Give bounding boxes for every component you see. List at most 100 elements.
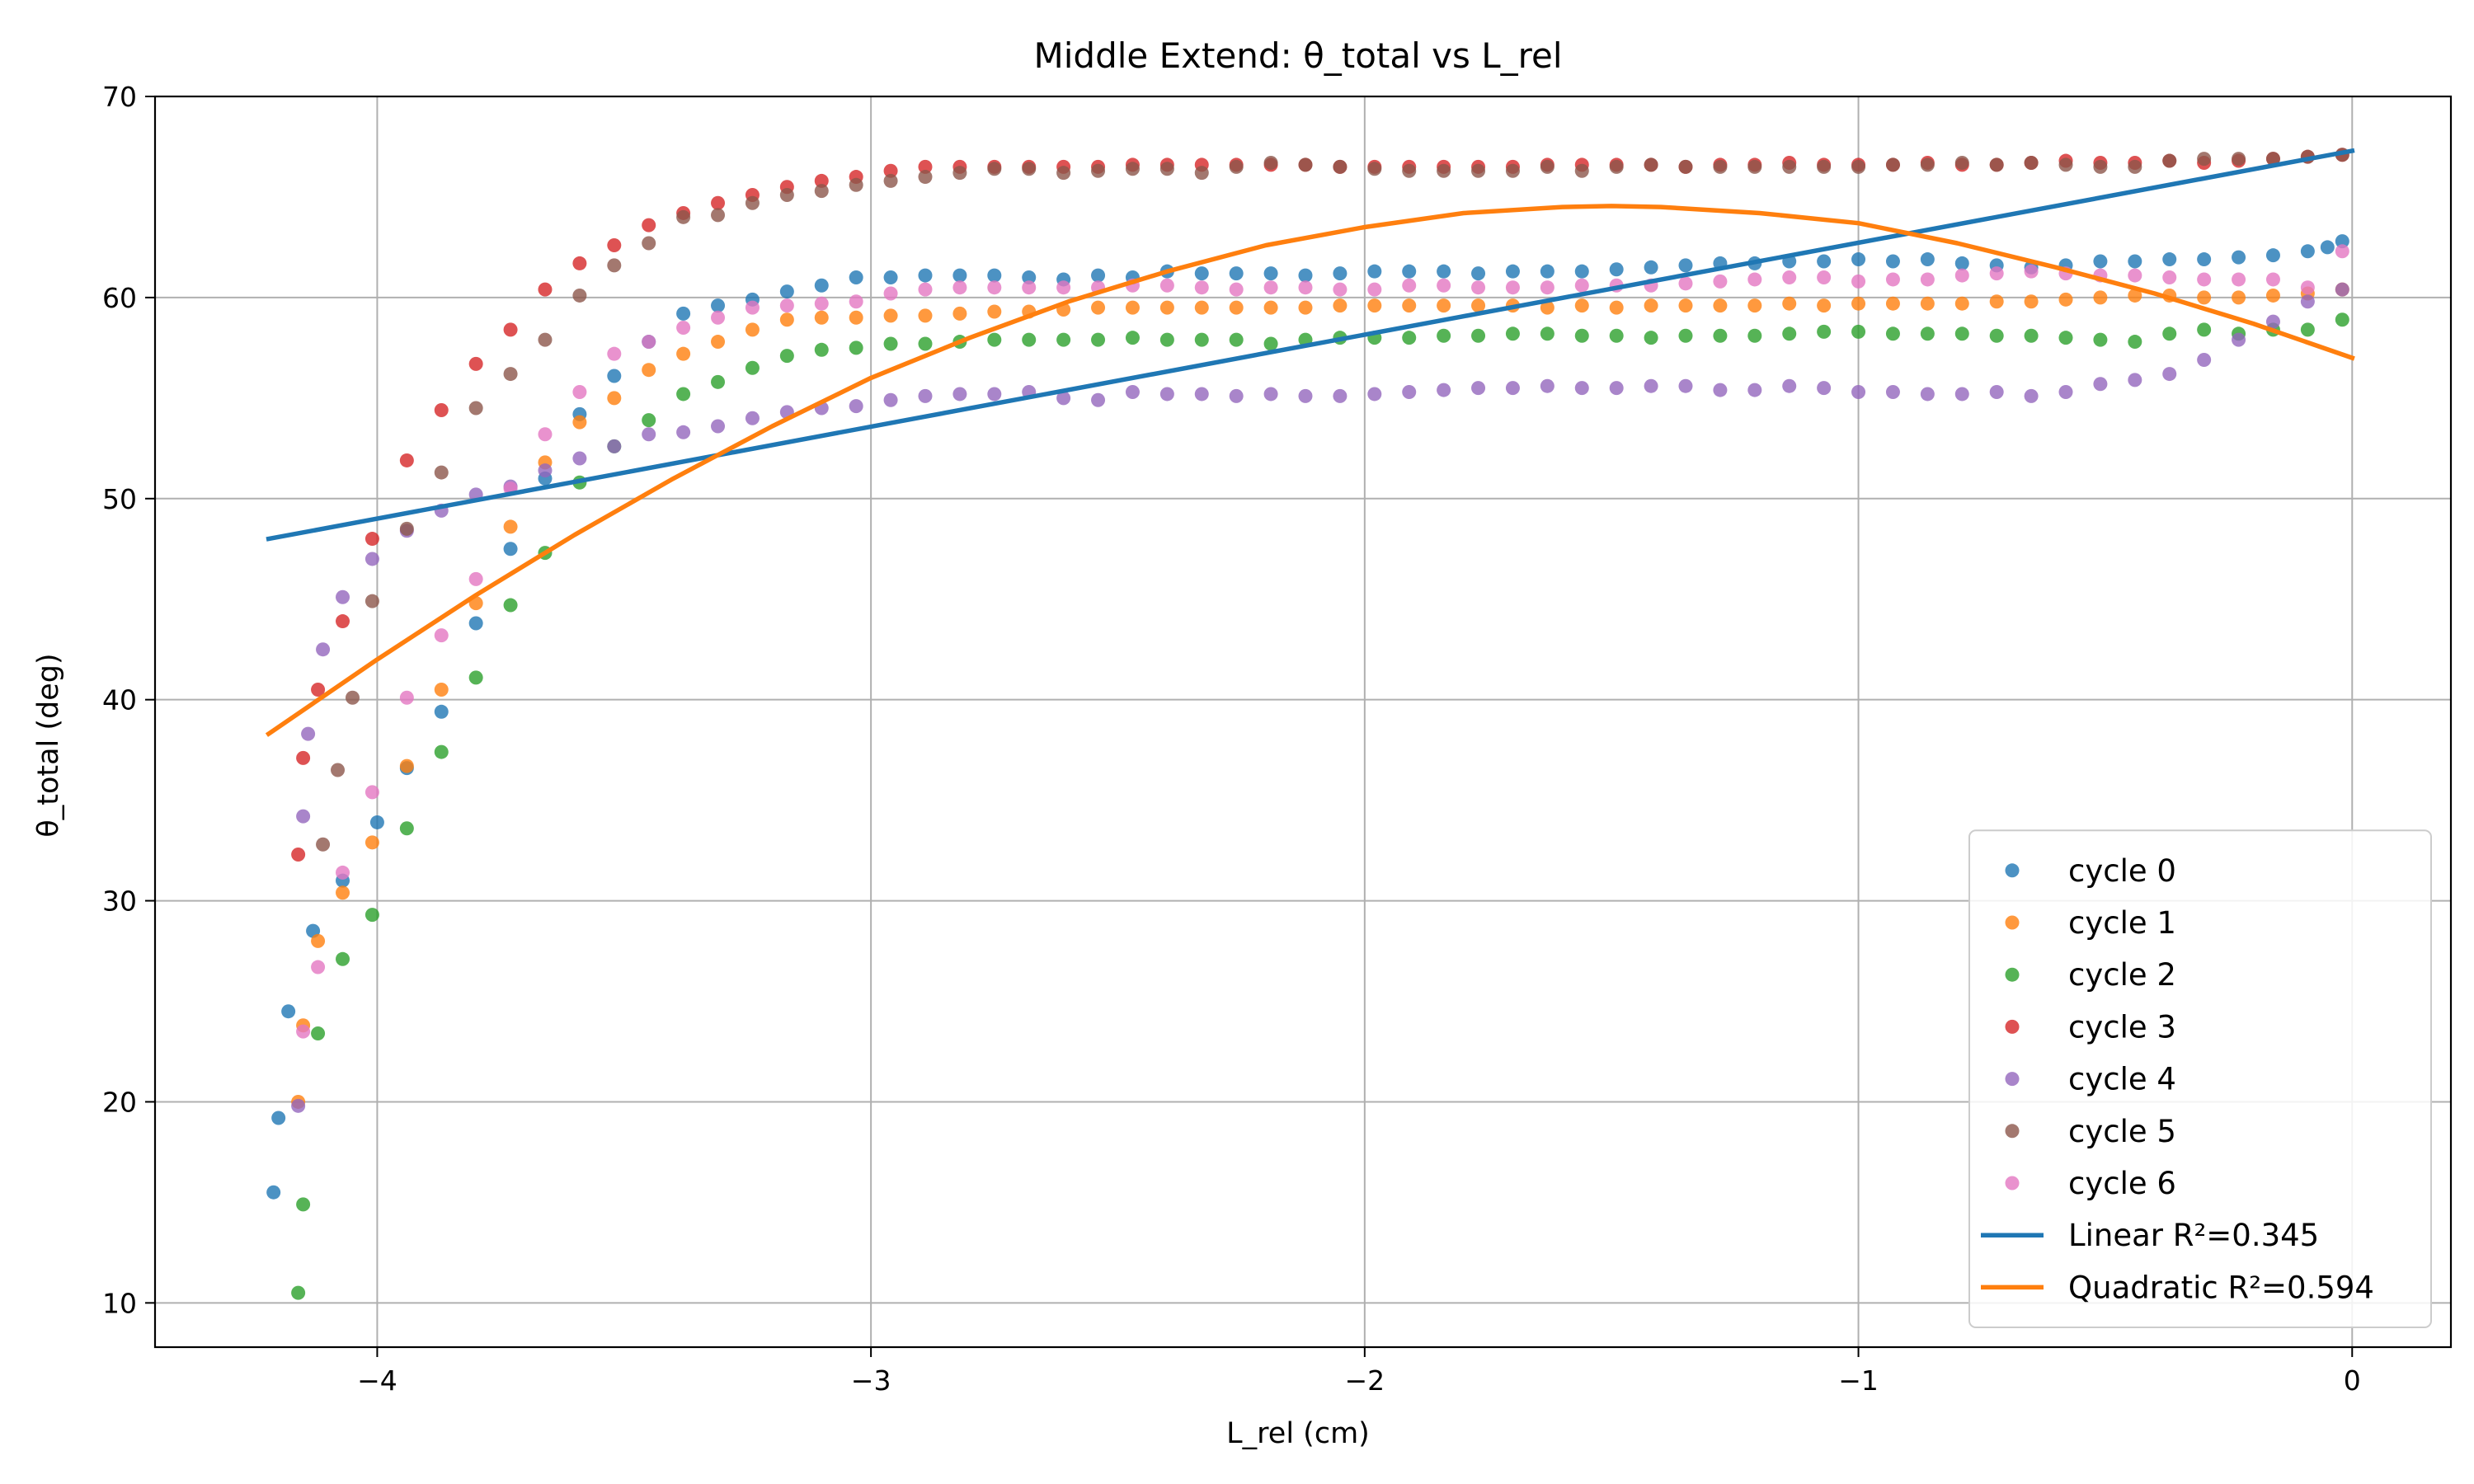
data-point-cycle-3 (607, 237, 622, 252)
x-tick-label: −1 (1838, 1364, 1879, 1397)
data-point-cycle-2 (1229, 332, 1244, 347)
data-point-cycle-2 (1989, 328, 2004, 343)
data-point-cycle-5 (1298, 157, 1313, 172)
data-point-cycle-2 (2024, 328, 2039, 343)
data-point-cycle-1 (1989, 294, 2004, 309)
data-point-cycle-1 (1194, 300, 1209, 315)
data-point-cycle-0 (1644, 260, 1658, 275)
data-point-cycle-2 (311, 1026, 326, 1041)
data-point-cycle-6 (1333, 282, 1348, 297)
data-point-cycle-3 (291, 847, 306, 862)
data-point-cycle-5 (607, 258, 622, 273)
data-point-cycle-5 (676, 209, 691, 224)
data-point-cycle-4 (883, 392, 898, 407)
data-point-cycle-6 (1713, 274, 1728, 289)
data-point-cycle-0 (2232, 250, 2246, 265)
data-point-cycle-6 (1989, 266, 2004, 281)
data-point-cycle-1 (2093, 290, 2108, 305)
data-point-cycle-6 (1022, 280, 1037, 295)
x-tick-label: −4 (357, 1364, 397, 1397)
data-point-cycle-2 (2162, 326, 2177, 341)
data-point-cycle-6 (642, 335, 656, 350)
data-point-cycle-2 (336, 951, 350, 966)
data-point-cycle-5 (365, 594, 379, 608)
data-point-cycle-6 (399, 690, 414, 705)
plot-frame (153, 95, 2453, 1349)
data-point-cycle-1 (2128, 288, 2142, 303)
data-point-cycle-1 (503, 519, 518, 534)
data-point-cycle-1 (849, 310, 863, 325)
data-point-cycle-1 (2265, 288, 2280, 303)
data-point-cycle-1 (1540, 300, 1554, 315)
data-point-cycle-1 (1885, 296, 1900, 311)
data-point-cycle-4 (336, 589, 350, 604)
data-point-cycle-0 (1229, 266, 1244, 281)
data-point-cycle-4 (952, 387, 967, 402)
data-point-cycle-2 (2128, 335, 2142, 350)
data-point-cycle-0 (1402, 264, 1417, 279)
data-point-cycle-2 (1713, 328, 1728, 343)
legend-label-cycle-6: cycle 6 (2068, 1166, 2176, 1201)
data-point-cycle-2 (711, 374, 726, 389)
y-tick-label: 60 (102, 282, 137, 314)
y-tick-label: 10 (102, 1287, 137, 1319)
chart-title: Middle Extend: θ_total vs L_rel (1034, 35, 1563, 76)
data-point-cycle-1 (2024, 294, 2039, 309)
data-point-cycle-1 (399, 758, 414, 773)
data-point-cycle-4 (1989, 385, 2004, 400)
data-point-cycle-3 (814, 173, 829, 188)
data-point-cycle-5 (434, 465, 449, 480)
data-point-cycle-6 (1782, 270, 1797, 285)
data-point-cycle-1 (814, 310, 829, 325)
data-point-cycle-4 (2265, 314, 2280, 329)
data-point-cycle-2 (1540, 326, 1554, 341)
data-point-cycle-5 (883, 173, 898, 188)
data-point-cycle-6 (1540, 280, 1554, 295)
data-point-cycle-2 (434, 744, 449, 759)
data-point-cycle-0 (676, 306, 691, 321)
data-point-cycle-2 (2058, 331, 2073, 345)
data-point-cycle-5 (572, 288, 587, 303)
data-point-cycle-6 (311, 960, 326, 974)
data-point-cycle-6 (2232, 272, 2246, 287)
data-point-cycle-4 (1954, 387, 1969, 402)
data-point-cycle-6 (952, 280, 967, 295)
data-point-cycle-2 (291, 1285, 306, 1300)
data-point-cycle-6 (2162, 270, 2177, 285)
data-point-cycle-5 (1333, 159, 1348, 174)
data-point-cycle-5 (399, 521, 414, 536)
data-point-cycle-0 (607, 369, 622, 383)
data-point-cycle-1 (1229, 300, 1244, 315)
data-point-cycle-0 (434, 704, 449, 719)
data-point-cycle-3 (336, 614, 350, 629)
data-point-cycle-5 (468, 401, 483, 416)
data-point-cycle-0 (1333, 266, 1348, 281)
data-point-cycle-5 (1782, 159, 1797, 174)
data-point-cycle-1 (711, 335, 726, 350)
data-point-cycle-6 (1159, 278, 1174, 293)
y-tick-label: 40 (102, 684, 137, 716)
legend-marker-cycle-6 (2005, 1176, 2020, 1190)
data-point-cycle-3 (503, 322, 518, 337)
data-point-cycle-1 (1678, 298, 1693, 313)
data-point-cycle-1 (1954, 296, 1969, 311)
fit-line-linear-r-0-345 (266, 148, 2355, 542)
series-layer (265, 148, 2355, 1300)
data-point-cycle-4 (2300, 294, 2315, 309)
data-point-cycle-4 (1298, 388, 1313, 403)
data-point-cycle-0 (2265, 248, 2280, 263)
data-point-cycle-2 (1817, 324, 1832, 339)
data-point-cycle-2 (1644, 331, 1658, 345)
data-point-cycle-0 (1437, 264, 1451, 279)
data-point-cycle-6 (849, 294, 863, 309)
data-point-cycle-6 (336, 865, 350, 880)
data-point-cycle-6 (572, 385, 587, 400)
legend-marker-cycle-0 (2005, 863, 2020, 878)
data-point-cycle-2 (676, 387, 691, 402)
data-point-cycle-4 (365, 552, 379, 566)
data-point-cycle-5 (1574, 163, 1589, 178)
data-point-cycle-1 (883, 308, 898, 323)
legend-box (1968, 829, 2432, 1328)
data-point-cycle-5 (1817, 159, 1832, 174)
data-point-cycle-0 (271, 1111, 286, 1125)
